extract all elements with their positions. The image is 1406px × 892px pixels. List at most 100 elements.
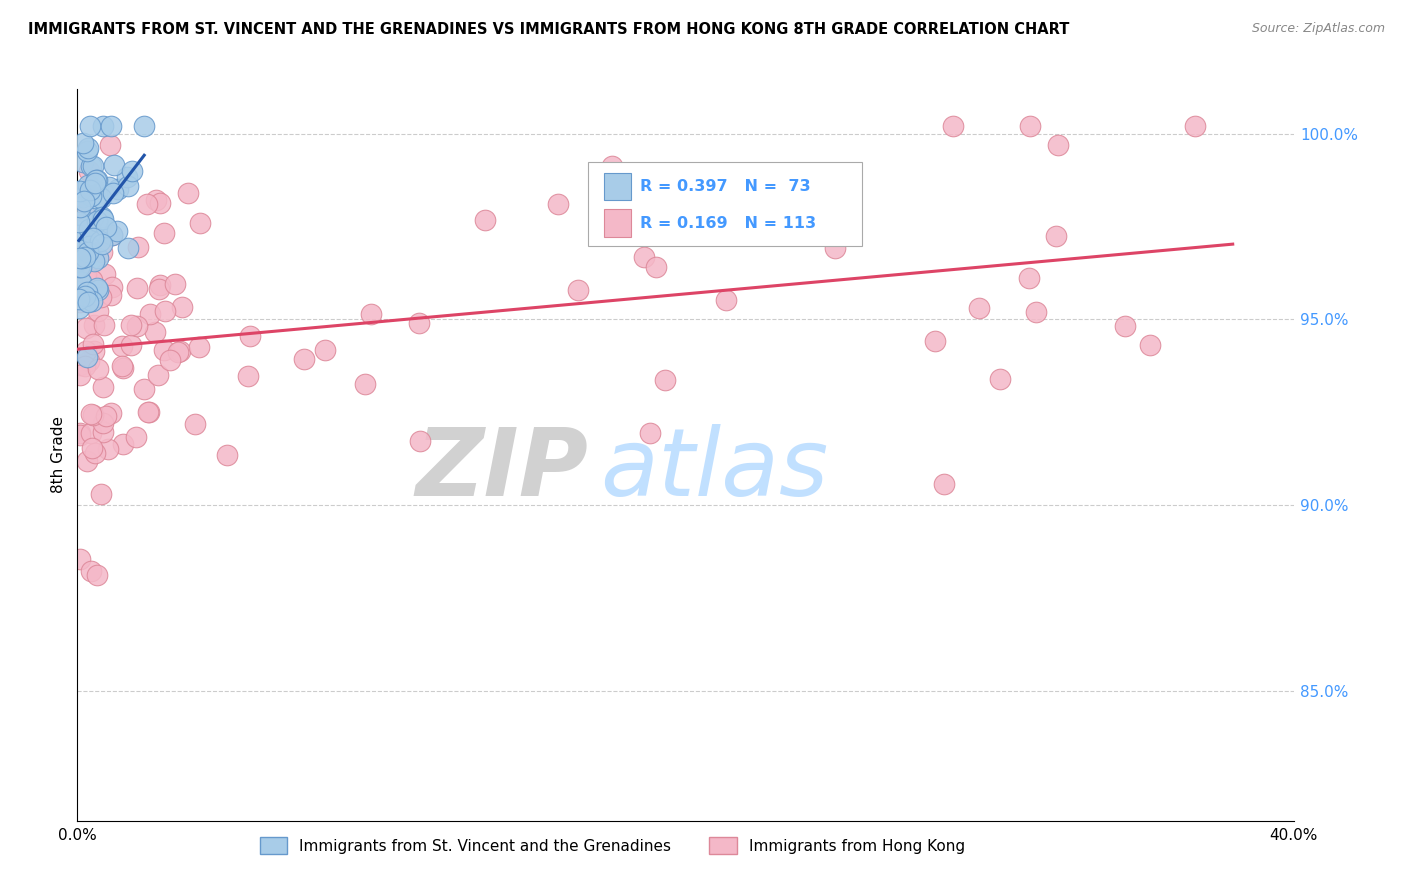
Point: [120, 337, 142, 351]
Point: [633, 250, 655, 264]
Point: [1018, 271, 1040, 285]
Point: [83, 318, 105, 332]
Point: [292, 351, 315, 366]
Point: [79, 184, 101, 198]
Point: [1184, 120, 1206, 134]
Point: [988, 372, 1011, 386]
Point: [98, 138, 121, 153]
Point: [82, 231, 104, 245]
Point: [80, 426, 103, 441]
Point: [110, 339, 132, 353]
Point: [86, 281, 108, 295]
Point: [159, 353, 181, 368]
Point: [87, 251, 110, 265]
Point: [76, 285, 98, 299]
Point: [75, 267, 97, 281]
Point: [638, 426, 661, 441]
Point: [84, 173, 107, 187]
Point: [714, 293, 737, 307]
Point: [1025, 305, 1047, 319]
Point: [1139, 338, 1161, 352]
Point: [72, 136, 94, 151]
Legend: Immigrants from St. Vincent and the Grenadines, Immigrants from Hong Kong: Immigrants from St. Vincent and the Gren…: [253, 830, 972, 861]
Point: [91, 379, 114, 393]
Point: [69, 358, 91, 372]
Point: [1045, 229, 1067, 244]
Point: [111, 359, 134, 374]
Point: [79, 220, 101, 235]
Point: [103, 158, 125, 172]
Point: [238, 328, 260, 343]
Point: [138, 307, 160, 321]
Point: [76, 144, 98, 158]
Point: [111, 361, 134, 376]
Point: [77, 239, 100, 253]
Point: [73, 359, 96, 374]
Point: [83, 446, 105, 460]
Point: [82, 287, 104, 301]
Point: [474, 213, 496, 227]
Point: [127, 240, 149, 254]
Point: [69, 252, 91, 267]
Point: [165, 277, 187, 292]
Point: [107, 182, 129, 196]
Point: [115, 170, 138, 185]
Point: [75, 215, 97, 229]
Point: [101, 228, 124, 243]
Text: IMMIGRANTS FROM ST. VINCENT AND THE GRENADINES VS IMMIGRANTS FROM HONG KONG 8TH : IMMIGRANTS FROM ST. VINCENT AND THE GREN…: [28, 22, 1070, 37]
Point: [120, 318, 142, 332]
Point: [76, 141, 98, 155]
Point: [93, 318, 115, 333]
Point: [112, 436, 135, 450]
Point: [67, 301, 90, 315]
Point: [91, 425, 114, 439]
Point: [67, 260, 90, 274]
Point: [100, 228, 122, 243]
Point: [149, 277, 172, 292]
Point: [94, 219, 117, 234]
Point: [101, 186, 124, 201]
Point: [69, 251, 91, 265]
Point: [70, 251, 93, 265]
Point: [69, 368, 91, 382]
Point: [67, 215, 90, 229]
Y-axis label: 8th Grade: 8th Grade: [51, 417, 66, 493]
Point: [166, 345, 188, 359]
Point: [105, 224, 128, 238]
Point: [353, 377, 375, 392]
Point: [90, 290, 112, 304]
Point: [125, 281, 148, 295]
Point: [80, 407, 103, 421]
Point: [69, 252, 91, 267]
FancyBboxPatch shape: [605, 209, 631, 237]
Point: [86, 214, 108, 228]
Point: [91, 212, 114, 227]
Text: Source: ZipAtlas.com: Source: ZipAtlas.com: [1251, 22, 1385, 36]
Point: [67, 184, 90, 198]
Text: ZIP: ZIP: [415, 424, 588, 516]
Text: atlas: atlas: [600, 424, 828, 515]
Text: R = 0.397   N =  73: R = 0.397 N = 73: [640, 179, 811, 194]
Point: [153, 343, 176, 358]
Point: [77, 222, 100, 236]
Point: [644, 260, 666, 275]
Point: [82, 409, 104, 423]
Point: [148, 282, 170, 296]
Point: [932, 477, 955, 491]
Point: [69, 276, 91, 290]
Point: [75, 320, 97, 334]
Point: [155, 303, 177, 318]
Point: [91, 245, 114, 260]
Point: [547, 196, 569, 211]
Point: [80, 189, 103, 203]
Point: [69, 294, 91, 309]
Point: [80, 441, 103, 455]
Point: [90, 210, 112, 224]
Point: [86, 173, 108, 187]
FancyBboxPatch shape: [588, 162, 862, 246]
Point: [86, 186, 108, 201]
Point: [100, 120, 122, 134]
Point: [69, 551, 91, 566]
Point: [136, 405, 159, 419]
FancyBboxPatch shape: [605, 172, 631, 201]
